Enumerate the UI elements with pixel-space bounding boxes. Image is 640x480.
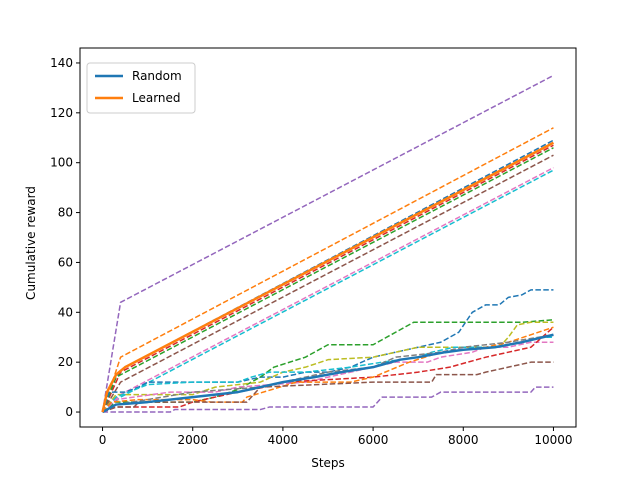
x-tick-label: 6000 — [358, 433, 389, 447]
x-tick-label: 0 — [99, 433, 107, 447]
series-line-random-run-1 — [101, 289, 554, 413]
y-tick-label: 20 — [58, 355, 73, 369]
x-tick-label: 4000 — [268, 433, 299, 447]
legend: Random Learned — [86, 62, 196, 114]
y-tick-label: 0 — [65, 405, 73, 419]
legend-label-learned: Learned — [132, 91, 181, 105]
y-tick-label: 120 — [50, 106, 73, 120]
plot-frame — [79, 47, 577, 428]
y-axis-label: Cumulative reward — [24, 186, 38, 300]
series-line-learned-run-1 — [101, 74, 554, 413]
y-tick-label: 140 — [50, 56, 73, 70]
x-axis-label: Steps — [311, 456, 345, 470]
series-line-random-run-10 — [102, 386, 554, 413]
series-line-random-run-8 — [102, 334, 554, 413]
series-line-learned — [101, 141, 555, 413]
series-line-random-run-3 — [101, 321, 554, 413]
series-line-random-run-9 — [102, 361, 554, 413]
series-line-learned-run-6 — [101, 154, 554, 413]
x-tick-label: 2000 — [177, 433, 208, 447]
x-tick-label: 8000 — [448, 433, 479, 447]
series-line-random — [101, 333, 554, 414]
legend-label-random: Random — [132, 69, 182, 83]
y-tick-label: 60 — [58, 255, 73, 269]
x-tick-label: 10000 — [534, 433, 572, 447]
y-tick-label: 100 — [50, 156, 73, 170]
y-tick-label: 40 — [58, 305, 73, 319]
y-tick-label: 80 — [58, 206, 73, 220]
series-line-learned-run-8 — [102, 169, 554, 413]
series-line-random-run-4 — [101, 336, 554, 413]
